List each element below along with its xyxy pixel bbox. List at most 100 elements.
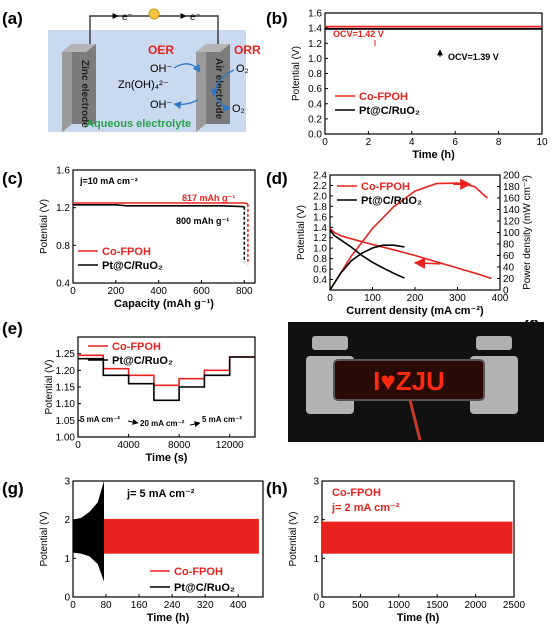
- legend-label: Pt@C/RuO₂: [361, 195, 422, 207]
- x-axis-label: Time (h): [412, 149, 455, 161]
- x-axis-label: Time (h): [397, 612, 440, 624]
- y-right-tick-label: 60: [503, 251, 515, 262]
- y-tick-label: 0.6: [313, 265, 327, 276]
- x-tick-label: 0: [327, 293, 333, 304]
- cycling-band-co-fpoh: [103, 518, 259, 554]
- y-tick-label: 1: [64, 554, 70, 565]
- y-tick-label: 1.6: [308, 9, 322, 20]
- oh-label-1: OH⁻: [150, 63, 173, 75]
- x-tick-label: 6: [452, 137, 458, 148]
- y-right-tick-label: 40: [503, 263, 515, 274]
- panel-a: (a) e⁻ e⁻ Zinc electrode Air electrode O…: [2, 8, 261, 132]
- led-badge: [333, 359, 485, 401]
- series-line-0: [73, 202, 249, 205]
- plot-frame: [72, 169, 256, 284]
- x-axis-label: Current density (mA cm⁻²): [346, 305, 484, 317]
- series-line-0: [78, 354, 255, 387]
- rate-label-mid: 20 mA cm⁻²: [140, 419, 185, 428]
- y-tick-label: 3: [313, 477, 319, 488]
- x-tick-label: 400: [230, 600, 247, 611]
- oer-label: OER: [148, 43, 174, 57]
- flow-arrow-o2: [215, 97, 231, 112]
- x-axis-label: Time (h): [147, 612, 190, 624]
- x-tick-label: 80: [100, 600, 112, 611]
- series-line-1: [73, 204, 245, 208]
- y-tick-label: 0: [313, 593, 319, 604]
- y-right-tick-label: 20: [503, 274, 515, 285]
- current-density-label: j= 5 mA cm⁻²: [126, 488, 195, 500]
- y-tick-label: 1: [313, 554, 319, 565]
- y-tick-label: 1.0: [313, 244, 327, 255]
- x-tick-label: 200: [107, 286, 124, 297]
- y-right-tick-label: 100: [503, 228, 520, 239]
- x-tick-label: 0: [70, 600, 76, 611]
- zinc-electrode-side: [62, 44, 72, 132]
- x-tick-label: 0: [322, 137, 328, 148]
- ocv-ref-label: OCV=1.39 V: [448, 52, 499, 62]
- y-axis-label: Potential (V): [44, 359, 55, 414]
- y-tick-label: 1.4: [308, 24, 322, 35]
- panel-letter-h: (h): [266, 479, 288, 498]
- x-tick-label: 240: [164, 600, 181, 611]
- y-tick-label: 2: [64, 515, 70, 526]
- x-tick-label: 0: [70, 286, 76, 297]
- current-density-label: j= 2 mA cm⁻²: [331, 502, 400, 514]
- x-tick-label: 200: [407, 293, 424, 304]
- x-tick-label: 320: [197, 600, 214, 611]
- y-right-tick-label: 200: [503, 171, 520, 182]
- x-tick-label: 0: [75, 440, 81, 451]
- capacity-co-fpoh-label: 817 mAh g⁻¹: [182, 193, 235, 203]
- air-electrode-side: [196, 44, 206, 132]
- y-tick-label: 1.05: [56, 416, 76, 427]
- x-tick-label: 160: [131, 600, 148, 611]
- chart-h: 0 500 1000 1500 2000 2500 0 1 2 3 Time (h) Potentia…: [266, 477, 526, 625]
- zinc-electrode-top: [62, 44, 96, 52]
- flow-arrow-oh: [173, 99, 199, 109]
- y-axis-label: Potential (V): [39, 511, 50, 566]
- x-tick-label: 600: [193, 286, 210, 297]
- cycling-band-ref: [73, 481, 104, 582]
- y-tick-label: 0.8: [308, 69, 322, 80]
- legend-label: Pt@C/RuO₂: [112, 355, 173, 367]
- y-right-tick-label: 140: [503, 205, 520, 216]
- series-power-3: [329, 244, 405, 291]
- y-tick-label: 2.0: [313, 191, 327, 202]
- y-tick-label: 0.4: [308, 99, 322, 110]
- y-tick-label: 1.6: [56, 166, 70, 177]
- x-tick-label: 1500: [426, 600, 449, 611]
- bulb-icon: [148, 8, 160, 20]
- y-tick-label: 0.0: [308, 130, 322, 141]
- legend-label: Co-FPOH: [332, 487, 381, 499]
- y-tick-label: 0.4: [313, 275, 327, 286]
- y-right-tick-label: 120: [503, 217, 520, 228]
- zinc-electrode-label: Zinc electrode: [79, 60, 90, 128]
- y-tick-label: 1.8: [313, 202, 327, 213]
- y-axis-label: Potential (V): [296, 205, 307, 260]
- panel-f: (f) I♥ZJU: [288, 317, 544, 442]
- x-tick-label: 800: [236, 286, 253, 297]
- electron-label-right: e⁻: [190, 12, 201, 23]
- y-right-tick-label: 180: [503, 182, 520, 193]
- x-tick-label: 1000: [388, 600, 411, 611]
- zincate-label: Zn(OH)₄²⁻: [118, 79, 169, 91]
- y-axis-label: Potential (V): [288, 511, 299, 566]
- electron-label-left: e⁻: [122, 12, 133, 23]
- rate-label-start: 5 mA cm⁻²: [80, 415, 120, 424]
- y-tick-label: 1.4: [313, 223, 327, 234]
- x-axis-label: Capacity (mAh g⁻¹): [114, 298, 214, 310]
- x-tick-label: 4000: [117, 440, 140, 451]
- y-tick-label: 0.8: [313, 254, 327, 265]
- rate-arrow-2: [189, 421, 201, 428]
- chart-g: 0 80 160 240 320 400 0 1 2 3 Time (h) Potential (V)…: [2, 477, 264, 624]
- panel-letter-c: (c): [2, 169, 23, 188]
- chart-e: 0 4000 8000 12000 1.00 1.05 1.10 1.15 1.20 1.25 Ti…: [2, 319, 256, 464]
- y-tick-label: 0: [64, 593, 70, 604]
- y-right-tick-label: 80: [503, 240, 515, 251]
- oh-label-2: OH⁻: [150, 99, 173, 111]
- y-right-axis-label: Power density (mW cm⁻²): [522, 175, 533, 290]
- x-tick-label: 8: [496, 137, 502, 148]
- y-tick-label: 1.20: [56, 366, 76, 377]
- series-polarization-0: [329, 227, 492, 280]
- y-tick-label: 0.6: [308, 84, 322, 95]
